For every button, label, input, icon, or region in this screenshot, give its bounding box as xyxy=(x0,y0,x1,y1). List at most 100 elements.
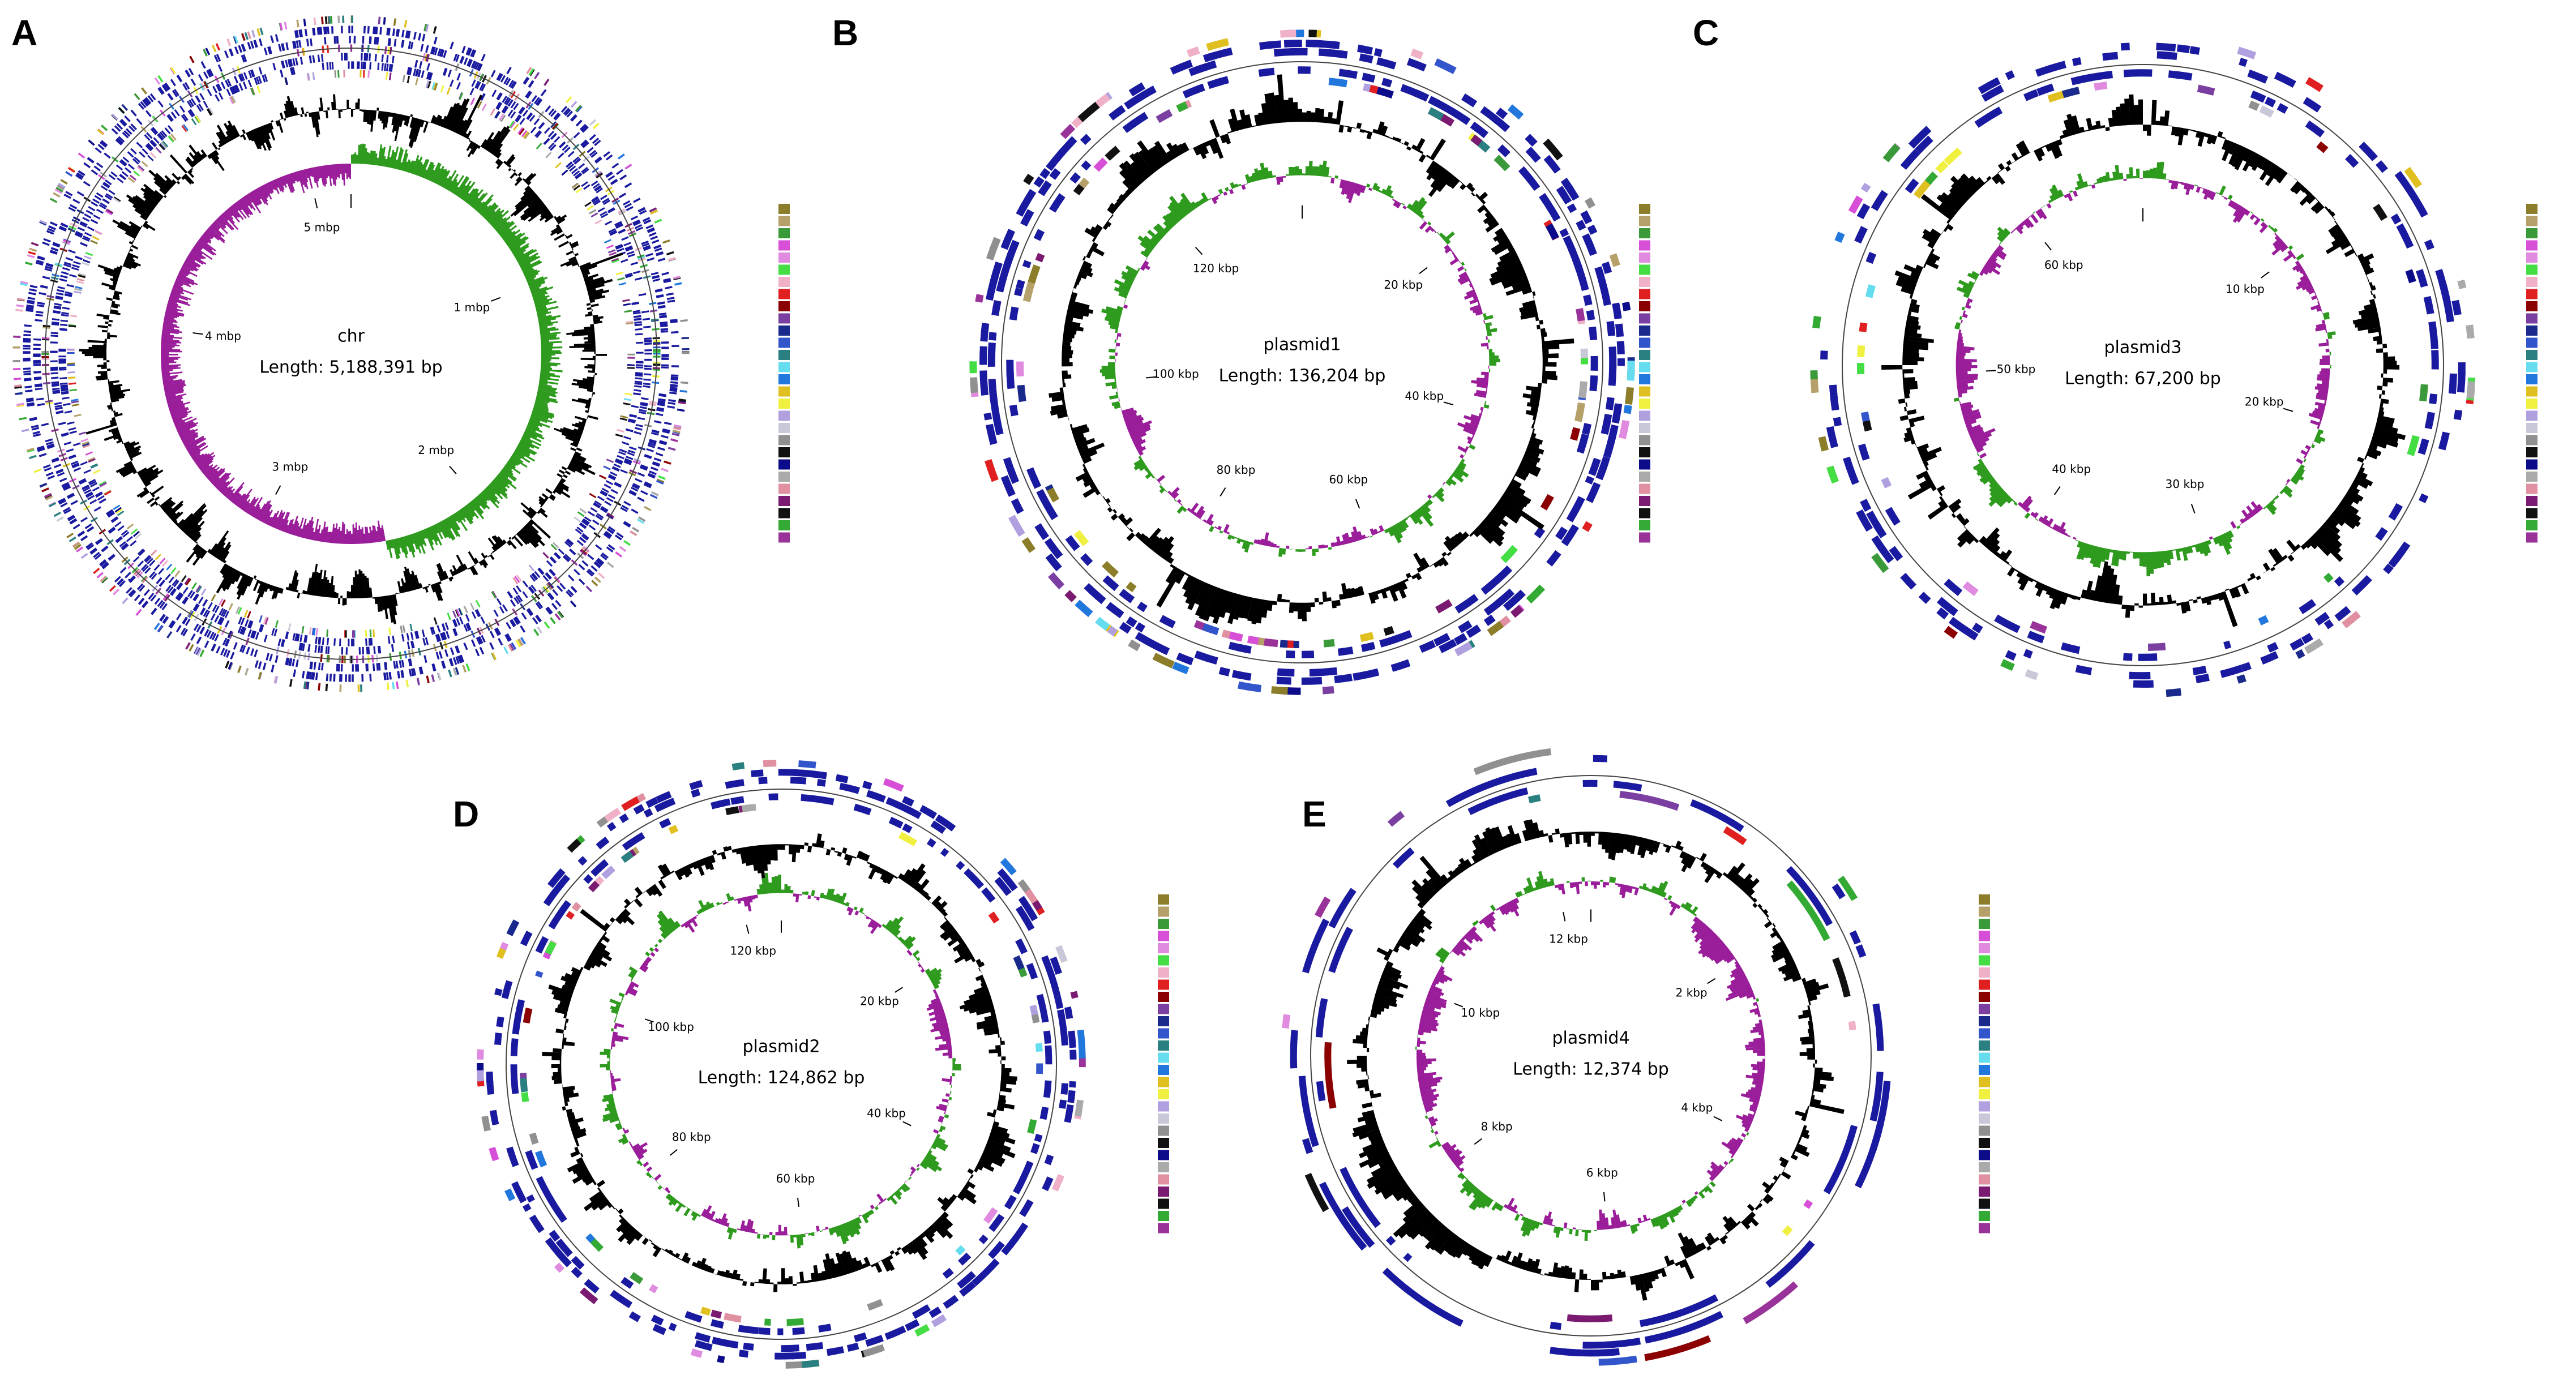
feature xyxy=(2005,650,2017,661)
feature xyxy=(1359,53,1373,63)
feature xyxy=(67,515,75,520)
feature xyxy=(1433,633,1450,646)
feature xyxy=(898,832,918,847)
feature xyxy=(241,54,246,63)
feature xyxy=(1978,77,2001,95)
feature xyxy=(216,54,221,62)
feature xyxy=(600,491,607,497)
legend-swatch xyxy=(778,264,790,275)
feature xyxy=(579,123,587,131)
feature xyxy=(1318,40,1337,49)
feature xyxy=(624,272,633,277)
feature xyxy=(84,213,92,219)
feature xyxy=(555,162,562,169)
tick-label: 3 mbp xyxy=(272,460,308,474)
feature xyxy=(100,575,107,582)
feature xyxy=(115,139,122,145)
legend-swatch xyxy=(1979,1004,1990,1014)
feature xyxy=(72,442,81,447)
feature xyxy=(83,162,91,169)
feature xyxy=(26,304,35,308)
feature xyxy=(1480,580,1496,595)
legend-swatch xyxy=(1158,943,1169,953)
feature xyxy=(89,481,97,486)
feature xyxy=(1202,623,1219,636)
feature xyxy=(166,563,173,571)
feature xyxy=(690,1348,703,1358)
tick-mark xyxy=(490,297,501,302)
feature xyxy=(132,158,139,165)
feature xyxy=(203,71,209,79)
feature xyxy=(196,104,202,112)
feature xyxy=(543,138,550,145)
feature xyxy=(182,586,189,594)
legend-swatch xyxy=(1158,1223,1169,1233)
feature xyxy=(1026,962,1038,980)
feature xyxy=(83,486,91,492)
feature xyxy=(661,272,670,276)
feature xyxy=(89,499,97,504)
feature xyxy=(1078,1042,1086,1059)
feature xyxy=(1065,535,1080,551)
feature xyxy=(460,654,464,663)
feature xyxy=(105,193,113,199)
feature xyxy=(1004,1194,1017,1210)
feature xyxy=(658,393,667,397)
feature xyxy=(427,80,431,89)
feature xyxy=(1315,998,1328,1038)
feature xyxy=(423,23,427,32)
feature xyxy=(529,1132,539,1145)
feature xyxy=(1023,173,1034,185)
feature xyxy=(576,526,584,533)
sequence-name: plasmid1 xyxy=(1263,335,1341,355)
legend-swatch xyxy=(1158,1101,1169,1112)
feature xyxy=(409,623,413,632)
feature xyxy=(854,1332,867,1342)
feature xyxy=(160,614,166,622)
feature xyxy=(1328,888,1357,929)
feature xyxy=(520,637,526,645)
feature xyxy=(597,495,605,502)
feature xyxy=(240,618,245,626)
feature xyxy=(1555,526,1568,541)
feature xyxy=(566,911,575,920)
feature xyxy=(2419,384,2428,402)
feature xyxy=(1846,466,1859,485)
feature xyxy=(1403,1253,1413,1262)
feature xyxy=(58,183,66,189)
legend-swatch xyxy=(778,520,790,530)
feature xyxy=(26,399,34,402)
feature xyxy=(285,59,289,68)
feature xyxy=(157,599,164,607)
feature xyxy=(1576,308,1585,322)
legend-swatch xyxy=(778,447,790,457)
feature xyxy=(1060,1026,1069,1046)
feature xyxy=(640,490,648,495)
feature xyxy=(2030,620,2048,634)
feature xyxy=(401,659,405,668)
feature xyxy=(1856,203,1871,220)
feature xyxy=(2192,665,2207,675)
tick-mark xyxy=(2261,271,2270,279)
feature xyxy=(596,838,607,850)
feature xyxy=(1444,104,1465,121)
legend-swatch xyxy=(1639,204,1650,214)
feature xyxy=(667,447,676,451)
feature xyxy=(853,803,872,816)
feature xyxy=(211,632,217,641)
feature xyxy=(241,73,245,81)
feature xyxy=(435,634,440,642)
feature xyxy=(691,789,701,798)
feature xyxy=(1584,197,1596,209)
feature xyxy=(95,492,103,498)
feature xyxy=(1042,1176,1054,1192)
feature xyxy=(554,1262,564,1273)
tick-label: 8 kbp xyxy=(1481,1120,1513,1133)
feature xyxy=(1376,87,1394,98)
feature xyxy=(208,107,214,115)
feature xyxy=(170,567,177,575)
feature xyxy=(66,532,74,539)
feature xyxy=(17,298,25,301)
feature xyxy=(592,138,600,144)
feature xyxy=(583,184,590,190)
